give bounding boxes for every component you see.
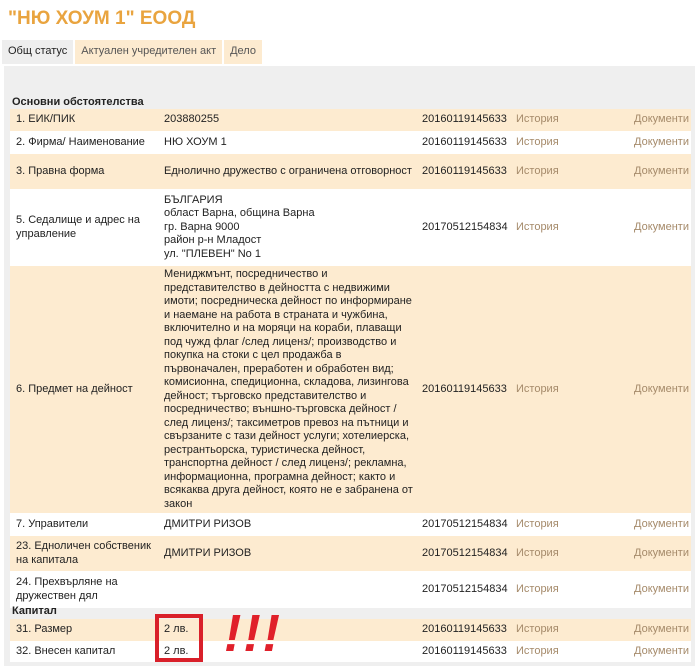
page-title: "НЮ ХОУМ 1" ЕООД <box>8 8 196 29</box>
row-label: 32. Внесен капитал <box>10 641 160 662</box>
row-date: 20170512154834 <box>418 189 512 266</box>
highlight-box <box>155 614 203 662</box>
tab-current-founding-act[interactable]: Актуален учредителен акт <box>75 40 223 64</box>
section-heading-main: Основни обстоятелства <box>12 96 144 108</box>
row-value: ДМИТРИ РИЗОВ <box>160 536 418 571</box>
row-date: 20160119145633 <box>418 619 512 641</box>
documents-link[interactable]: Документи <box>612 131 691 154</box>
row-label: 24. Прехвърляне на дружествен дял <box>10 571 160 608</box>
table-row: 6. Предмет на дейност Мениджмънт, посредн… <box>10 266 691 513</box>
tab-case[interactable]: Дело <box>224 40 262 64</box>
table-row: 5. Седалище и адрес на управление БЪЛГАРИ… <box>10 189 691 266</box>
history-link[interactable]: История <box>512 513 612 536</box>
row-label: 31. Размер <box>10 619 160 641</box>
history-link[interactable]: История <box>512 571 612 608</box>
table-row: 31. Размер 2 лв. 20160119145633 История Доку… <box>10 619 691 641</box>
history-link[interactable]: История <box>512 619 612 641</box>
documents-link[interactable]: Документи <box>612 513 691 536</box>
row-date: 20170512154834 <box>418 571 512 608</box>
row-label: 7. Управители <box>10 513 160 536</box>
row-date: 20170512154834 <box>418 536 512 571</box>
row-value: НЮ ХОУМ 1 <box>160 131 418 154</box>
section-heading-capital: Капитал <box>12 605 57 617</box>
row-value: Мениджмънт, посредничество и представите… <box>160 266 418 513</box>
row-label: 3. Правна форма <box>10 154 160 189</box>
row-label: 2. Фирма/ Наименование <box>10 131 160 154</box>
tab-general-status[interactable]: Общ статус <box>2 40 74 64</box>
row-date: 20160119145633 <box>418 266 512 513</box>
documents-link[interactable]: Документи <box>612 536 691 571</box>
history-link[interactable]: История <box>512 266 612 513</box>
row-value: БЪЛГАРИЯ област Варна, община Варна гр. … <box>160 189 418 266</box>
documents-link[interactable]: Документи <box>612 109 691 131</box>
row-value: 2 лв. <box>160 641 418 662</box>
capital-table: 31. Размер 2 лв. 20160119145633 История Доку… <box>10 619 691 662</box>
table-row: 23. Едноличен собственик на капитала ДМИТ… <box>10 536 691 571</box>
documents-link[interactable]: Документи <box>612 189 691 266</box>
row-value <box>160 571 418 608</box>
row-value: 203880255 <box>160 109 418 131</box>
row-date: 20170512154834 <box>418 513 512 536</box>
row-date: 20160119145633 <box>418 109 512 131</box>
main-circumstances-table: 1. ЕИК/ПИК 203880255 20160119145633 История… <box>10 109 691 608</box>
table-row: 1. ЕИК/ПИК 203880255 20160119145633 История… <box>10 109 691 131</box>
history-link[interactable]: История <box>512 641 612 662</box>
row-date: 20160119145633 <box>418 131 512 154</box>
row-value: 2 лв. <box>160 619 418 641</box>
row-date: 20160119145633 <box>418 641 512 662</box>
row-value: Еднолично дружество с ограничена отговор… <box>160 154 418 189</box>
documents-link[interactable]: Документи <box>612 154 691 189</box>
table-row: 2. Фирма/ Наименование НЮ ХОУМ 1 201601191… <box>10 131 691 154</box>
history-link[interactable]: История <box>512 536 612 571</box>
history-link[interactable]: История <box>512 154 612 189</box>
documents-link[interactable]: Документи <box>612 619 691 641</box>
history-link[interactable]: История <box>512 189 612 266</box>
row-label: 5. Седалище и адрес на управление <box>10 189 160 266</box>
history-link[interactable]: История <box>512 131 612 154</box>
table-row: 7. Управители ДМИТРИ РИЗОВ 20170512154834 И… <box>10 513 691 536</box>
table-row: 3. Правна форма Еднолично дружество с огр… <box>10 154 691 189</box>
row-label: 1. ЕИК/ПИК <box>10 109 160 131</box>
documents-link[interactable]: Документи <box>612 266 691 513</box>
history-link[interactable]: История <box>512 109 612 131</box>
table-row: 24. Прехвърляне на дружествен дял 2017051… <box>10 571 691 608</box>
documents-link[interactable]: Документи <box>612 571 691 608</box>
row-label: 23. Едноличен собственик на капитала <box>10 536 160 571</box>
row-value: ДМИТРИ РИЗОВ <box>160 513 418 536</box>
table-row: 32. Внесен капитал 2 лв. 20160119145633 Ист… <box>10 641 691 662</box>
exclamation-annotation: !!! <box>224 605 282 663</box>
row-label: 6. Предмет на дейност <box>10 266 160 513</box>
tab-bar: Общ статус Актуален учредителен акт Дело <box>2 40 262 64</box>
documents-link[interactable]: Документи <box>612 641 691 662</box>
row-date: 20160119145633 <box>418 154 512 189</box>
